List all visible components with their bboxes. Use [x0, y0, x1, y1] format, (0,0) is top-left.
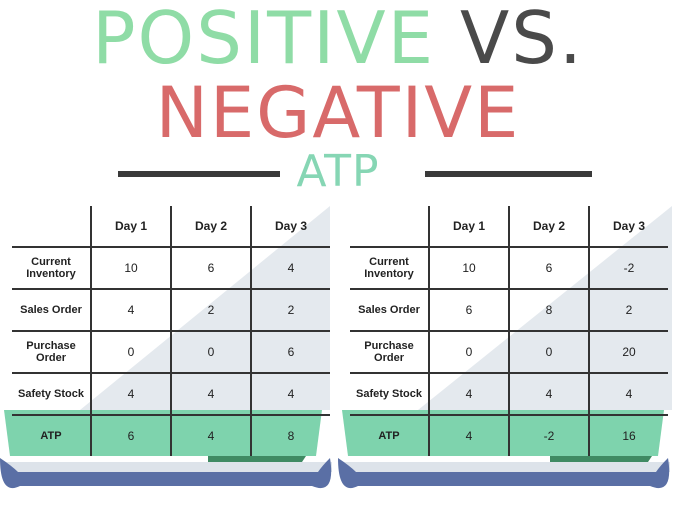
header-day-2: Day 2	[170, 206, 251, 247]
cell: 4	[588, 372, 668, 415]
negative-atp-table: Day 1 Day 2 Day 3 Current Inventory 10 6…	[350, 206, 668, 456]
cell: 16	[588, 414, 668, 456]
cell: 6	[170, 246, 251, 289]
atp-row: ATP 6 4 8	[12, 414, 330, 456]
cell: 4	[428, 372, 509, 415]
row-label-current-inventory: Current Inventory	[350, 246, 429, 289]
header-day-3: Day 3	[250, 206, 330, 247]
cell: 10	[428, 246, 509, 289]
cell: 4	[90, 288, 171, 331]
cell: 6	[250, 330, 330, 373]
cell-negative: -2	[508, 414, 589, 456]
table-row: Current Inventory 10 6 -2	[350, 246, 668, 289]
row-label-atp: ATP	[350, 414, 429, 456]
divider-right	[425, 171, 592, 177]
title-negative: NEGATIVE	[155, 72, 521, 154]
header-day-1: Day 1	[90, 206, 171, 247]
header-corner	[350, 206, 429, 247]
row-label-purchase-order: Purchase Order	[350, 330, 429, 373]
table-row: Sales Order 4 2 2	[12, 288, 330, 331]
atp-row: ATP 4 -2 16	[350, 414, 668, 456]
cell: 6	[90, 414, 171, 456]
header-corner	[12, 206, 91, 247]
cell: -2	[588, 246, 668, 289]
cell: 10	[90, 246, 171, 289]
table-row: Safety Stock 4 4 4	[12, 372, 330, 415]
cell: 6	[428, 288, 509, 331]
header-day-1: Day 1	[428, 206, 509, 247]
row-label-atp: ATP	[12, 414, 91, 456]
title-positive-vs: POSITIVE VS.	[0, 2, 676, 74]
row-label-sales-order: Sales Order	[350, 288, 429, 331]
header-day-2: Day 2	[508, 206, 589, 247]
cell: 4	[250, 372, 330, 415]
positive-atp-table: Day 1 Day 2 Day 3 Current Inventory 10 6…	[12, 206, 330, 456]
positive-atp-panel: Day 1 Day 2 Day 3 Current Inventory 10 6…	[0, 196, 336, 506]
cell: 8	[508, 288, 589, 331]
table-row: Purchase Order 0 0 20	[350, 330, 668, 373]
header-day-3: Day 3	[588, 206, 668, 247]
cell: 8	[250, 414, 330, 456]
cell: 20	[588, 330, 668, 373]
cell: 2	[588, 288, 668, 331]
cell: 0	[428, 330, 509, 373]
row-label-sales-order: Sales Order	[12, 288, 91, 331]
table-row: Purchase Order 0 0 6	[12, 330, 330, 373]
cell: 0	[170, 330, 251, 373]
row-label-safety-stock: Safety Stock	[350, 372, 429, 415]
cell: 0	[508, 330, 589, 373]
row-label-purchase-order: Purchase Order	[12, 330, 91, 373]
cell: 2	[250, 288, 330, 331]
cell: 4	[170, 414, 251, 456]
table-row: Current Inventory 10 6 4	[12, 246, 330, 289]
cell: 6	[508, 246, 589, 289]
cell: 4	[428, 414, 509, 456]
cell: 0	[90, 330, 171, 373]
cell: 4	[508, 372, 589, 415]
title-atp: ATP	[296, 146, 380, 197]
row-label-safety-stock: Safety Stock	[12, 372, 91, 415]
cell: 4	[170, 372, 251, 415]
cell: 2	[170, 288, 251, 331]
title-vs: VS.	[460, 0, 584, 80]
divider-left	[118, 171, 280, 177]
table-row: Sales Order 6 8 2	[350, 288, 668, 331]
negative-atp-panel: Day 1 Day 2 Day 3 Current Inventory 10 6…	[338, 196, 674, 506]
title-positive: POSITIVE	[92, 0, 436, 80]
row-label-current-inventory: Current Inventory	[12, 246, 91, 289]
cell: 4	[90, 372, 171, 415]
table-row: Safety Stock 4 4 4	[350, 372, 668, 415]
cell: 4	[250, 246, 330, 289]
